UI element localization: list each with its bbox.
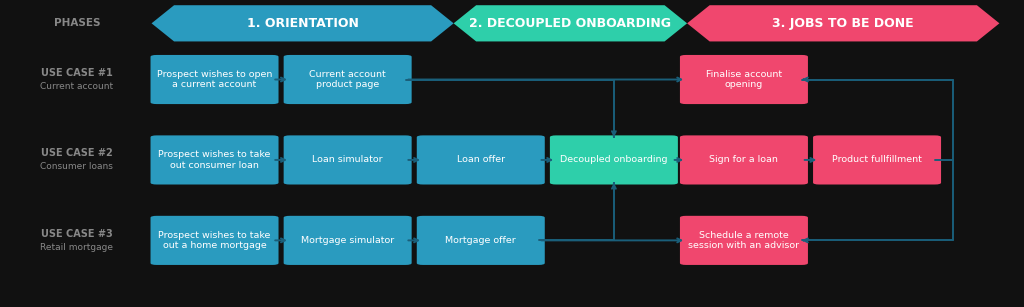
Text: 3. JOBS TO BE DONE: 3. JOBS TO BE DONE bbox=[772, 17, 914, 30]
Text: 1. ORIENTATION: 1. ORIENTATION bbox=[247, 17, 358, 30]
Text: Product fullfillment: Product fullfillment bbox=[833, 155, 922, 165]
Text: USE CASE #3: USE CASE #3 bbox=[41, 229, 113, 239]
Text: Consumer loans: Consumer loans bbox=[40, 162, 114, 171]
Text: USE CASE #2: USE CASE #2 bbox=[41, 148, 113, 158]
FancyBboxPatch shape bbox=[151, 216, 279, 265]
Text: Loan simulator: Loan simulator bbox=[312, 155, 383, 165]
Polygon shape bbox=[454, 5, 687, 41]
Text: Mortgage simulator: Mortgage simulator bbox=[301, 236, 394, 245]
FancyBboxPatch shape bbox=[680, 135, 808, 185]
Text: Prospect wishes to open
a current account: Prospect wishes to open a current accoun… bbox=[157, 70, 272, 89]
FancyBboxPatch shape bbox=[284, 216, 412, 265]
FancyBboxPatch shape bbox=[550, 135, 678, 185]
FancyBboxPatch shape bbox=[417, 216, 545, 265]
FancyBboxPatch shape bbox=[151, 135, 279, 185]
FancyBboxPatch shape bbox=[680, 216, 808, 265]
FancyBboxPatch shape bbox=[813, 135, 941, 185]
Text: 2. DECOUPLED ONBOARDING: 2. DECOUPLED ONBOARDING bbox=[469, 17, 672, 30]
Text: Mortgage offer: Mortgage offer bbox=[445, 236, 516, 245]
Text: Decoupled onboarding: Decoupled onboarding bbox=[560, 155, 668, 165]
Text: PHASES: PHASES bbox=[53, 18, 100, 28]
Text: Current account: Current account bbox=[40, 82, 114, 91]
FancyBboxPatch shape bbox=[680, 55, 808, 104]
FancyBboxPatch shape bbox=[151, 55, 279, 104]
FancyBboxPatch shape bbox=[284, 135, 412, 185]
FancyBboxPatch shape bbox=[284, 55, 412, 104]
Text: Sign for a loan: Sign for a loan bbox=[710, 155, 778, 165]
Polygon shape bbox=[152, 5, 454, 41]
Text: Finalise account
opening: Finalise account opening bbox=[706, 70, 782, 89]
Polygon shape bbox=[687, 5, 999, 41]
Text: Loan offer: Loan offer bbox=[457, 155, 505, 165]
Text: Schedule a remote
session with an advisor: Schedule a remote session with an adviso… bbox=[688, 231, 800, 250]
Text: Retail mortgage: Retail mortgage bbox=[40, 243, 114, 252]
Text: Prospect wishes to take
out a home mortgage: Prospect wishes to take out a home mortg… bbox=[159, 231, 270, 250]
Text: USE CASE #1: USE CASE #1 bbox=[41, 68, 113, 78]
Text: Current account
product page: Current account product page bbox=[309, 70, 386, 89]
FancyBboxPatch shape bbox=[417, 135, 545, 185]
Text: Prospect wishes to take
out consumer loan: Prospect wishes to take out consumer loa… bbox=[159, 150, 270, 170]
